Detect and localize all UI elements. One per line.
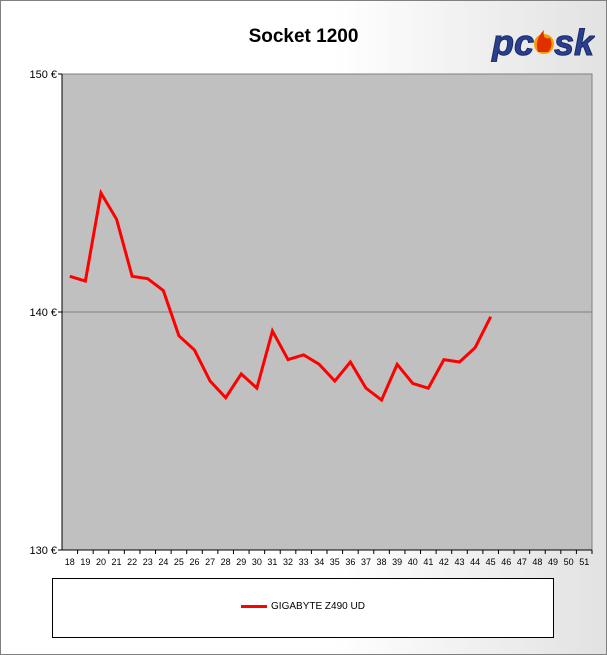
x-tick-label: 51 — [579, 557, 589, 567]
x-tick-label: 28 — [221, 557, 231, 567]
x-tick-label: 48 — [532, 557, 542, 567]
x-tick-label: 44 — [470, 557, 480, 567]
y-tick-label: 140 € — [29, 307, 57, 319]
svg-text:pc: pc — [491, 22, 534, 62]
x-tick-label: 18 — [65, 557, 75, 567]
x-tick-label: 27 — [205, 557, 215, 567]
x-tick-label: 39 — [392, 557, 402, 567]
x-tick-label: 45 — [486, 557, 496, 567]
x-tick-label: 23 — [143, 557, 153, 567]
y-tick-label: 150 € — [29, 69, 57, 81]
x-tick-label: 38 — [377, 557, 387, 567]
x-tick-label: 30 — [252, 557, 262, 567]
legend-label: GIGABYTE Z490 UD — [271, 601, 365, 612]
svg-text:sk: sk — [554, 22, 595, 62]
x-tick-label: 42 — [439, 557, 449, 567]
x-tick-label: 31 — [267, 557, 277, 567]
x-tick-label: 33 — [299, 557, 309, 567]
x-tick-label: 40 — [408, 557, 418, 567]
y-tick-label: 130 € — [29, 545, 57, 557]
x-tick-label: 50 — [564, 557, 574, 567]
legend-swatch — [241, 604, 268, 608]
x-tick-label: 43 — [454, 557, 464, 567]
x-tick-label: 21 — [112, 557, 122, 567]
x-tick-label: 34 — [314, 557, 324, 567]
x-tick-label: 36 — [345, 557, 355, 567]
x-tick-label: 32 — [283, 557, 293, 567]
x-tick-label: 41 — [423, 557, 433, 567]
legend-item: GIGABYTE Z490 UD — [53, 601, 553, 612]
x-tick-label: 37 — [361, 557, 371, 567]
series-line — [69, 188, 493, 403]
x-tick-label: 25 — [174, 557, 184, 567]
x-tick-label: 24 — [158, 557, 168, 567]
x-tick-label: 47 — [517, 557, 527, 567]
x-tick-label: 19 — [80, 557, 90, 567]
legend: GIGABYTE Z490 UD — [52, 578, 554, 638]
chart-title: Socket 1200 — [248, 26, 359, 47]
x-tick-label: 22 — [127, 557, 137, 567]
x-tick-label: 46 — [501, 557, 511, 567]
x-tick-label: 29 — [236, 557, 246, 567]
x-tick-label: 20 — [96, 557, 106, 567]
x-tick-label: 49 — [548, 557, 558, 567]
x-tick-label: 26 — [189, 557, 199, 567]
logo: pc sk — [490, 22, 597, 64]
x-tick-label: 35 — [330, 557, 340, 567]
